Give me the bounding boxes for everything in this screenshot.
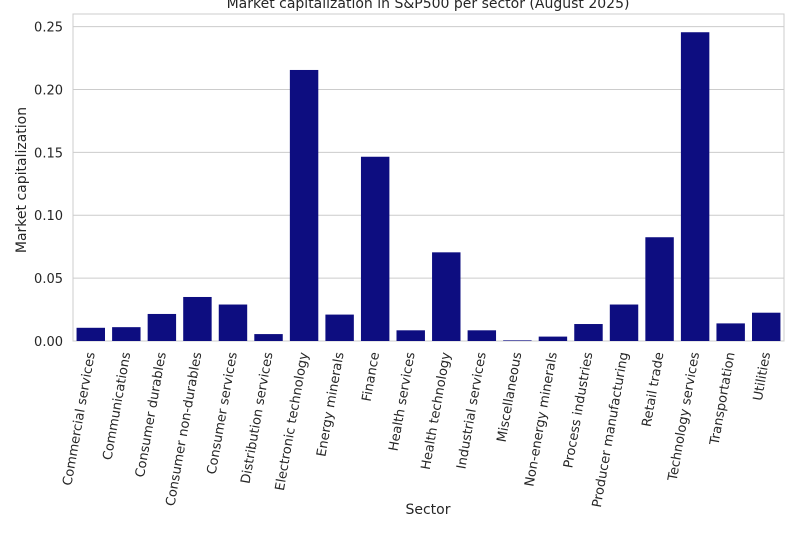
bar-industrial-services [467, 330, 497, 341]
x-tick-label: Health technology [419, 351, 454, 471]
bar-finance [360, 156, 390, 341]
bar-miscellaneous [503, 340, 532, 341]
y-tick-label: 0.20 [34, 83, 63, 98]
bar-distribution-services [254, 334, 283, 341]
x-tick-labels: Commercial services CommunicationsConsume… [60, 351, 774, 509]
x-tick-label: Process industries [561, 351, 596, 469]
x-tick-label: Commercial services [60, 351, 98, 487]
x-tick-label: Miscellaneous [495, 351, 526, 444]
bars [76, 32, 781, 341]
x-tick-label: Distribution services [239, 351, 277, 485]
plot-frame [72, 13, 785, 342]
y-tick-label: 0.15 [34, 146, 63, 161]
x-tick-label: Health services [386, 351, 418, 452]
x-tick-label: Transportation [707, 351, 738, 447]
bar-process-industries [574, 324, 603, 341]
bar-consumer-non-durables [183, 296, 212, 341]
y-tick-label: 0.25 [34, 21, 63, 36]
x-tick-label: Finance [360, 351, 383, 403]
x-tick-label: Consumer durables [133, 351, 170, 479]
bar-commercial-services [76, 327, 105, 341]
x-tick-label: Non-energy minerals [522, 351, 560, 488]
x-tick-label: Industrial services [454, 351, 489, 470]
bar-electronic-technology [289, 69, 319, 341]
x-tick-label: Electronic technology [273, 351, 312, 492]
x-tick-label: Energy minerals [314, 351, 347, 458]
bar-consumer-durables [147, 313, 177, 341]
bar-consumer-services [218, 304, 248, 341]
x-tick-label: Consumer non-durables [164, 351, 206, 507]
x-axis-title: Sector [405, 502, 450, 518]
bar-transportation [716, 323, 745, 341]
y-axis-title: Market capitalization [14, 107, 30, 253]
x-tick-label: Utilities [751, 351, 774, 402]
x-tick-label: Consumer services [205, 351, 241, 476]
bar-non-energy-minerals [538, 336, 568, 341]
x-tick-label: Retail trade [640, 351, 668, 428]
bar-health-services [396, 330, 425, 341]
grid-lines [73, 26, 784, 342]
bar-energy-minerals [325, 314, 354, 341]
x-tick-label: Producer manufacturing [590, 351, 632, 509]
bar-retail-trade [645, 237, 674, 341]
bar-technology-services [680, 32, 710, 341]
x-tick-label: Communications [101, 351, 135, 461]
y-tick-label: 0.00 [34, 335, 63, 350]
chart-title: Market capitalization in S&P500 per sect… [227, 0, 630, 12]
bar-health-technology [432, 252, 461, 341]
x-tick-label: Technology services [665, 351, 703, 483]
y-tick-label: 0.05 [34, 272, 63, 287]
y-tick-label: 0.10 [34, 209, 63, 224]
y-tick-labels: 0.00 0.05 0.10 0.15 0.20 0.25 [34, 21, 63, 350]
bar-utilities [752, 312, 781, 341]
bar-communications [112, 327, 141, 341]
bar-producer-manufacturing [609, 304, 639, 341]
